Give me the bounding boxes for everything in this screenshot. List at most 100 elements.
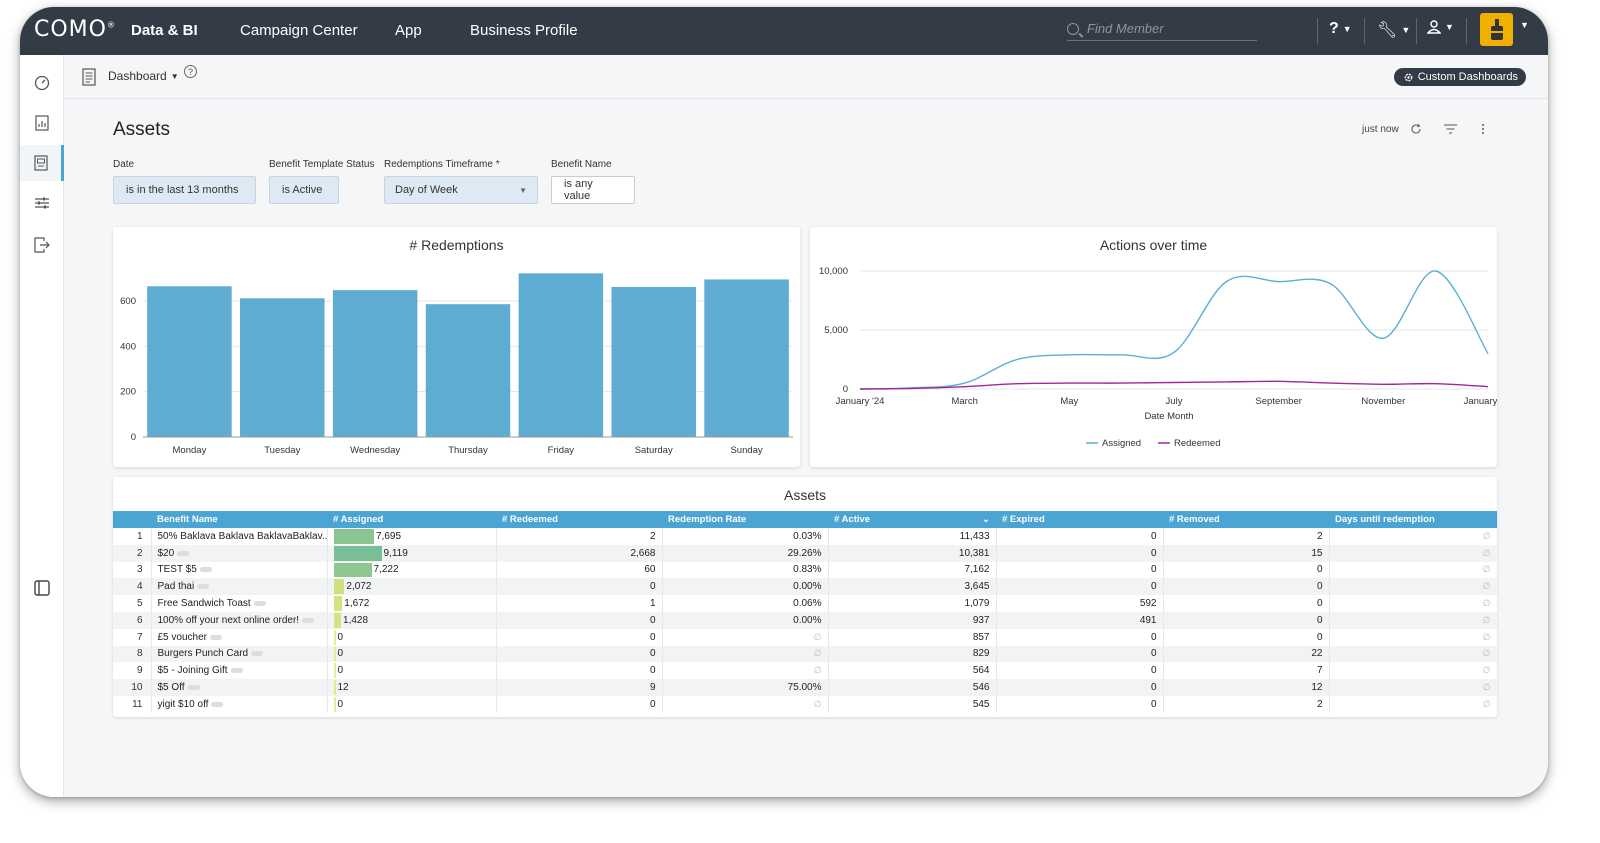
more-icon[interactable] — [209, 634, 222, 640]
assigned-cell: 0 — [327, 645, 497, 663]
filter-timeframe-select[interactable]: Day of Week ▼ — [384, 176, 538, 204]
nav-campaign-center[interactable]: Campaign Center — [240, 22, 358, 39]
sidebar-item-dashboards[interactable] — [20, 145, 64, 181]
filter-label-date: Date — [113, 159, 135, 170]
sidebar-toggle[interactable] — [20, 570, 64, 606]
assigned-databar — [333, 646, 336, 662]
bar[interactable] — [425, 304, 511, 437]
column-header[interactable]: # Active ⌄ — [828, 511, 996, 528]
column-header[interactable]: # Redeemed — [496, 511, 662, 528]
table-row[interactable]: 8 Burgers Punch Card 0 0 ∅ 829 0 22 ∅ — [113, 645, 1497, 663]
more-icon[interactable] — [177, 550, 190, 556]
redemption-rate-cell: 0.06% — [662, 595, 829, 612]
bar[interactable] — [240, 298, 325, 437]
benefit-name-cell: TEST $5 — [151, 561, 328, 579]
filter-label-timeframe: Redemptions Timeframe * — [384, 159, 500, 170]
more-icon[interactable] — [302, 617, 315, 623]
business-chevron-icon[interactable]: ▼ — [1520, 20, 1529, 30]
column-header[interactable] — [113, 511, 151, 528]
column-header[interactable]: # Expired — [996, 511, 1163, 528]
series-line-assigned[interactable] — [859, 270, 1489, 390]
sidebar-item-reports[interactable] — [20, 105, 64, 141]
column-header[interactable]: Days until redemption — [1329, 511, 1497, 528]
filter-date[interactable]: is in the last 13 months — [113, 176, 256, 204]
find-member-search[interactable]: Find Member — [1067, 17, 1257, 41]
nav-data-bi[interactable]: Data & BI — [131, 22, 198, 39]
more-icon[interactable] — [251, 651, 264, 657]
table-row[interactable]: 1 50% Baklava Baklava BaklavaBaklav... 7,6… — [113, 528, 1497, 545]
table-row[interactable]: 2 $20 9,119 2,668 29.26% 10,381 0 15 ∅ — [113, 544, 1497, 562]
redeemed-cell: 60 — [496, 561, 663, 579]
nav-business-profile[interactable]: Business Profile — [470, 22, 578, 39]
more-icon[interactable] — [253, 600, 266, 606]
table-row[interactable]: 4 Pad thai 2,072 0 0.00% 3,645 0 0 ∅ — [113, 578, 1497, 596]
more-icon[interactable] — [187, 684, 200, 690]
filter-icon[interactable] — [1444, 124, 1457, 134]
x-tick-label: January '24 — [836, 396, 885, 407]
gear-icon — [1404, 73, 1413, 82]
table-row[interactable]: 7 £5 voucher 0 0 ∅ 857 0 0 ∅ — [113, 628, 1497, 646]
table-row[interactable]: 9 $5 - Joining Gift 0 0 ∅ 564 0 7 ∅ — [113, 662, 1497, 680]
divider — [1317, 18, 1318, 44]
sidebar-item-settings[interactable] — [20, 185, 64, 221]
dashboard-dropdown[interactable]: Dashboard ▼ — [108, 69, 179, 83]
redemption-rate-cell: ∅ — [662, 662, 829, 680]
active-cell: 564 — [828, 662, 997, 680]
series-line-redeemed[interactable] — [859, 380, 1489, 390]
assigned-cell: 1,428 — [327, 611, 497, 629]
assets-table-wrapper: Benefit Name # Assigned # Redeemed Redempti… — [113, 511, 1497, 713]
more-icon[interactable] — [211, 701, 224, 707]
assigned-value: 0 — [337, 665, 344, 677]
sort-desc-icon[interactable]: ⌄ — [982, 514, 990, 525]
filter-status[interactable]: is Active — [269, 176, 339, 204]
business-avatar[interactable] — [1480, 13, 1513, 46]
tools-menu[interactable]: 🔧︎ ▼ — [1377, 20, 1410, 40]
more-options-icon[interactable] — [1481, 123, 1485, 135]
column-header[interactable]: Benefit Name — [151, 511, 327, 528]
benefit-name-cell: 50% Baklava Baklava BaklavaBaklav... — [151, 528, 328, 545]
help-icon[interactable]: ? — [184, 65, 197, 78]
gauge-icon — [34, 75, 50, 91]
x-tick-label: Saturday — [635, 445, 673, 456]
y-tick-label: 10,000 — [819, 266, 848, 277]
bar[interactable] — [704, 279, 789, 437]
table-row[interactable]: 10 $5 Off 12 9 75.00% 546 0 12 ∅ — [113, 679, 1497, 696]
custom-dashboards-button[interactable]: Custom Dashboards — [1393, 68, 1526, 86]
help-menu[interactable]: ? ▼ — [1329, 20, 1352, 38]
bar[interactable] — [147, 286, 232, 437]
bar[interactable] — [611, 286, 696, 437]
table-row[interactable]: 5 Free Sandwich Toast 1,672 1 0.06% 1,079 592 0… — [113, 595, 1497, 612]
left-sidebar — [20, 55, 64, 797]
row-index: 1 — [113, 528, 152, 545]
active-cell: 937 — [828, 611, 997, 629]
active-cell: 1,079 — [828, 595, 997, 612]
row-index: 7 — [113, 628, 152, 646]
user-icon — [1427, 20, 1441, 34]
column-header[interactable]: Redemption Rate — [662, 511, 828, 528]
user-menu[interactable]: ▼ — [1427, 20, 1454, 34]
como-logo[interactable]: COMO® — [34, 17, 116, 42]
more-icon[interactable] — [230, 668, 243, 674]
assigned-cell: 7,222 — [327, 561, 497, 579]
column-header[interactable]: # Assigned — [327, 511, 496, 528]
nav-app[interactable]: App — [395, 22, 422, 39]
sidebar-item-export[interactable] — [20, 227, 64, 263]
question-icon: ? — [1329, 20, 1339, 37]
sidebar-item-home[interactable] — [20, 65, 64, 101]
bar[interactable] — [518, 273, 604, 437]
more-icon[interactable] — [199, 567, 212, 573]
redemptions-chart-card: # Redemptions 0 200 400 600 Monday Tuesday Wed… — [113, 227, 800, 467]
search-icon — [1067, 22, 1079, 35]
table-row[interactable]: 6 100% off your next online order! 1,428 0 0… — [113, 611, 1497, 629]
days-until-redemption-cell: ∅ — [1329, 662, 1497, 680]
more-icon[interactable] — [197, 584, 210, 590]
filter-label-status: Benefit Template Status — [269, 159, 375, 170]
filter-benefit-name[interactable]: is any value — [551, 176, 635, 204]
table-row[interactable]: 11 yigit $10 off 0 0 ∅ 545 0 2 ∅ — [113, 695, 1497, 713]
column-header[interactable]: # Removed — [1163, 511, 1329, 528]
active-cell: 545 — [828, 695, 997, 713]
bar[interactable] — [332, 290, 418, 437]
y-tick-label: 0 — [131, 432, 136, 443]
table-row[interactable]: 3 TEST $5 7,222 60 0.83% 7,162 0 0 ∅ — [113, 561, 1497, 579]
refresh-icon[interactable] — [1410, 123, 1422, 135]
